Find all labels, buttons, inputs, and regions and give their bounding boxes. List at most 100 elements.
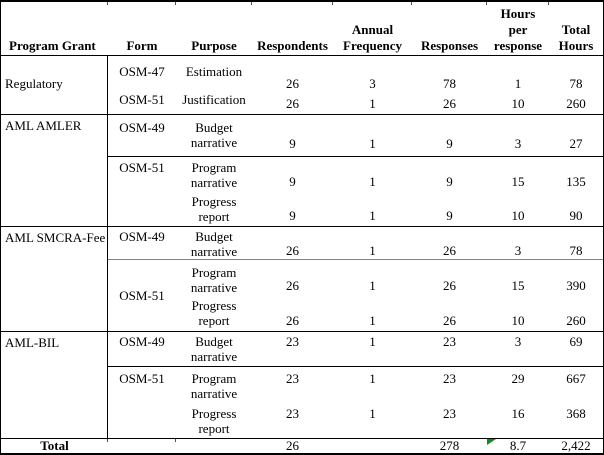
responses-value: 9 bbox=[446, 136, 453, 151]
hours-per-response-value: 29 bbox=[511, 371, 525, 386]
respondents-value: 9 bbox=[289, 208, 296, 223]
respondents-value: 9 bbox=[289, 174, 296, 189]
respondents-value: 26 bbox=[286, 76, 299, 91]
purpose-row: Program narrative 26 1 26 15 390 bbox=[176, 260, 603, 296]
column-tick bbox=[107, 439, 108, 442]
total-hours-value: 90 bbox=[569, 208, 583, 223]
purpose-cell: Estimation bbox=[185, 64, 243, 79]
frequency-value: 1 bbox=[369, 208, 376, 223]
section-aml-amler: AML AMLER OSM-49 Budget narrative 9 1 9 … bbox=[1, 115, 603, 227]
table-row: OSM-49 Budget narrative 9 1 9 3 27 bbox=[108, 115, 603, 157]
total-hours-value: 78 bbox=[569, 243, 583, 258]
responses-value: 23 bbox=[443, 334, 456, 349]
respondents-value: 23 bbox=[286, 406, 299, 421]
section-aml-bil: AML-BIL OSM-49 Budget narrative 23 1 23 … bbox=[1, 332, 603, 439]
program-grant-cell: AML-BIL bbox=[1, 332, 108, 438]
col-header-annual-frequency: Annual Frequency bbox=[343, 22, 402, 53]
form-cell: OSM-49 bbox=[119, 120, 165, 135]
responses-value: 26 bbox=[443, 278, 456, 293]
frequency-value: 3 bbox=[369, 76, 376, 91]
table-row: OSM-51 Program narrative 23 1 23 29 667 bbox=[108, 367, 603, 438]
respondents-value: 9 bbox=[289, 136, 296, 151]
total-row: Total 26 278 8.7 2,422 bbox=[1, 439, 603, 453]
table-row: OSM-51 Justification 26 1 26 10 260 bbox=[108, 86, 603, 114]
column-tick bbox=[175, 439, 176, 442]
total-hours-value: 667 bbox=[566, 371, 586, 386]
form-cell: OSM-51 bbox=[119, 371, 165, 386]
purpose-cell: Progress report bbox=[191, 194, 237, 224]
purpose-cell: Program narrative bbox=[190, 265, 238, 295]
purpose-cell: Program narrative bbox=[190, 160, 238, 190]
frequency-value: 1 bbox=[369, 334, 376, 349]
purpose-cell: Budget narrative bbox=[190, 120, 238, 150]
frequency-value: 1 bbox=[369, 174, 376, 189]
purpose-row: Budget narrative 26 1 26 3 78 bbox=[176, 227, 603, 259]
respondents-value: 23 bbox=[286, 371, 299, 386]
total-hours-per-response-value: 8.7 bbox=[509, 438, 527, 453]
respondents-value: 23 bbox=[286, 334, 299, 349]
purpose-cell: Budget narrative bbox=[190, 229, 238, 259]
column-tick bbox=[107, 2, 108, 5]
frequency-value: 1 bbox=[369, 278, 376, 293]
form-cell: OSM-47 bbox=[119, 64, 165, 79]
purpose-row: Budget narrative 23 1 23 3 69 bbox=[176, 332, 603, 366]
hours-per-response-value: 15 bbox=[511, 278, 525, 293]
hours-per-response-value: 3 bbox=[514, 334, 522, 349]
purpose-cell: Progress report bbox=[191, 298, 237, 328]
section-aml-smcra-fee: AML SMCRA-Fee OSM-49 Budget narrative 26… bbox=[1, 227, 603, 332]
cell-flag-icon bbox=[487, 439, 496, 445]
total-hours-value: 135 bbox=[566, 174, 586, 189]
total-hours-value: 27 bbox=[569, 136, 583, 151]
purpose-cell: Justification bbox=[182, 92, 246, 107]
form-cell: OSM-51 bbox=[119, 288, 165, 303]
responses-value: 9 bbox=[446, 208, 453, 223]
hours-per-response-value: 10 bbox=[511, 96, 525, 111]
responses-value: 78 bbox=[443, 76, 456, 91]
purpose-row: Progress report 9 1 9 10 90 bbox=[176, 192, 603, 226]
frequency-value: 1 bbox=[369, 243, 376, 258]
purpose-row: Justification 26 1 26 10 260 bbox=[176, 86, 603, 114]
total-hours-value: 368 bbox=[566, 406, 586, 421]
responses-value: 26 bbox=[443, 313, 456, 328]
column-tick bbox=[251, 2, 252, 5]
form-cell: OSM-51 bbox=[119, 160, 165, 175]
purpose-row: Estimation 26 3 78 1 78 bbox=[176, 56, 603, 91]
purpose-row: Budget narrative 9 1 9 3 27 bbox=[176, 115, 603, 156]
total-hours-value: 390 bbox=[566, 278, 586, 293]
purpose-cell: Program narrative bbox=[190, 371, 238, 401]
responses-value: 9 bbox=[446, 174, 453, 189]
purpose-row: Progress report 23 1 23 16 368 bbox=[176, 403, 603, 438]
hours-per-response-value: 10 bbox=[511, 313, 525, 328]
frequency-value: 1 bbox=[369, 406, 376, 421]
hours-per-response-value: 15 bbox=[511, 174, 525, 189]
respondents-value: 26 bbox=[286, 96, 299, 111]
hours-per-response-value: 3 bbox=[514, 136, 522, 151]
hours-per-response-value: 3 bbox=[514, 243, 522, 258]
col-header-form: Form bbox=[126, 38, 158, 53]
total-hours-value: 78 bbox=[569, 76, 583, 91]
column-tick bbox=[411, 2, 412, 5]
hours-per-response-value: 1 bbox=[514, 76, 522, 91]
col-header-total-hours: Total Hours bbox=[558, 22, 594, 53]
form-cell: OSM-49 bbox=[119, 334, 165, 349]
col-header-program-grant: Program Grant bbox=[9, 38, 96, 53]
hours-per-response-value: 16 bbox=[511, 406, 525, 421]
purpose-cell: Budget narrative bbox=[190, 334, 238, 364]
respondents-value: 26 bbox=[286, 313, 299, 328]
purpose-row: Program narrative 23 1 23 29 667 bbox=[176, 367, 603, 403]
col-header-purpose: Purpose bbox=[191, 38, 237, 53]
table-row: OSM-49 Budget narrative 26 1 26 3 78 bbox=[108, 227, 603, 260]
table-row: OSM-47 Estimation 26 3 78 1 78 bbox=[108, 56, 603, 91]
total-label: Total bbox=[40, 438, 69, 453]
frequency-value: 1 bbox=[369, 96, 376, 111]
responses-value: 23 bbox=[443, 371, 456, 386]
responses-value: 26 bbox=[443, 96, 456, 111]
responses-value: 23 bbox=[443, 406, 456, 421]
table-row: OSM-49 Budget narrative 23 1 23 3 69 bbox=[108, 332, 603, 367]
form-cell: OSM-51 bbox=[119, 92, 165, 107]
purpose-row: Program narrative 9 1 9 15 135 bbox=[176, 157, 603, 192]
form-cell: OSM-49 bbox=[119, 229, 165, 244]
col-header-hours-per-response: Hours per response bbox=[493, 6, 543, 53]
column-tick bbox=[486, 2, 487, 5]
purpose-row: Progress report 26 1 26 10 260 bbox=[176, 296, 603, 331]
